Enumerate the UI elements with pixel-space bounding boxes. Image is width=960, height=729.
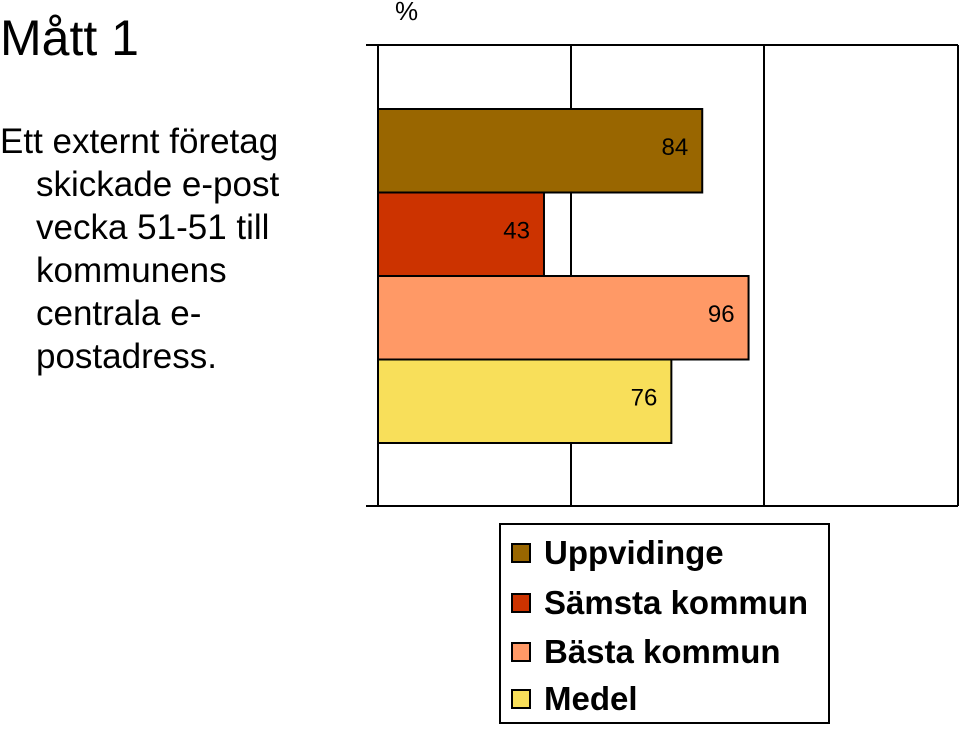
bar (377, 358, 673, 444)
chart-bars (377, 108, 750, 444)
data-label: 96 (708, 301, 735, 328)
legend-swatch (511, 593, 531, 613)
description-line: postadress. (36, 337, 217, 376)
bar (377, 108, 704, 194)
data-label: 43 (503, 218, 530, 245)
description-line: skickade e-post (36, 165, 280, 204)
legend-swatch (511, 543, 531, 563)
legend-label: Medel (544, 680, 638, 717)
legend-item: Sämsta kommun (511, 580, 808, 626)
legend-label: Uppvidinge (544, 534, 724, 571)
bar (377, 191, 545, 277)
axis-unit-label: % (395, 0, 419, 26)
legend-item: Bästa kommun (511, 629, 781, 675)
description-line: kommunens (36, 251, 227, 290)
slide-description: Ett externt företag skickade e-post veck… (0, 120, 279, 378)
description-line: vecka 51-51 till (36, 208, 270, 247)
legend-item: Uppvidinge (511, 530, 724, 576)
description-line: Ett externt företag (0, 122, 279, 161)
description-line: centrala e- (36, 294, 202, 333)
chart-data-labels: 84 43 96 76 (503, 134, 734, 412)
data-label: 84 (662, 134, 689, 161)
data-label: 76 (631, 385, 658, 412)
legend-label: Sämsta kommun (544, 584, 809, 621)
legend-swatch (511, 689, 531, 709)
slide-title: Mått 1 (0, 10, 139, 66)
legend-item: Medel (511, 676, 638, 722)
bar (377, 275, 750, 361)
legend-swatch (511, 642, 531, 662)
legend-label: Bästa kommun (544, 633, 781, 670)
chart-legend: Uppvidinge Sämsta kommun Bästa kommun Me… (499, 523, 830, 724)
